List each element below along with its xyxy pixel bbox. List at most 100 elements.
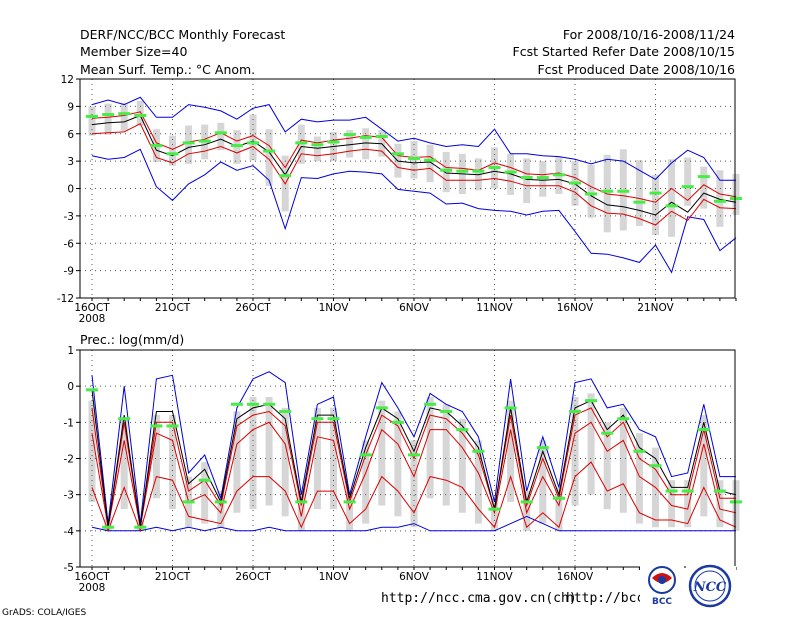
spread-box [88,400,96,502]
x-tick-label: 26OCT [235,302,271,314]
spread-box [426,397,434,499]
spread-box [668,159,676,237]
median-marker [166,424,179,428]
x-tick-label: 16OCT [74,302,110,314]
median-marker [536,176,549,180]
spread-box [185,125,193,164]
median-marker [633,200,646,204]
median-marker [488,166,501,170]
spread-box [233,411,241,513]
spread-box [474,440,482,524]
series-max-line [91,96,736,181]
median-marker [214,131,227,135]
series-min-line [91,148,737,274]
x-tick-label: 11NOV [476,571,513,583]
median-marker [649,191,662,195]
median-marker [198,478,211,482]
y-tick-label: 3 [67,156,74,168]
header-started-date: Fcst Started Refer Date 2008/10/15 [513,44,736,59]
spread-box [523,158,531,204]
url-bcc[interactable]: http://bcc. [566,591,652,606]
spread-box [265,129,273,186]
spread-box [555,487,563,531]
median-marker [697,175,710,179]
header-variable: Mean Surf. Temp.: °C Anom. [80,62,255,77]
y-tick-label: 6 [67,129,74,141]
header-member-size: Member Size=40 [80,44,187,59]
precip-label: Prec.: log(mm/d) [80,332,184,347]
series-mean-line [91,389,737,528]
median-marker [488,507,501,511]
median-marker [118,112,131,116]
spread-box [603,422,611,510]
spread-box [169,135,176,166]
spread-box [491,498,498,531]
median-marker [585,399,598,403]
spread-box [120,102,128,132]
url-ncc[interactable]: http://ncc.cma.gov.cn(ch) [381,591,577,606]
header-title: DERF/NCC/BCC Monthly Forecast [80,27,285,42]
ncc-logo-text: NCC [693,580,727,595]
median-marker [504,170,517,174]
spread-box [152,415,160,499]
spread-box [217,491,225,528]
y-tick-label: -3 [64,490,74,502]
x-tick-label: 6NOV [399,302,430,314]
median-marker [617,189,630,193]
median-marker [713,199,726,203]
spread-box [120,418,128,510]
median-marker [214,500,227,504]
median-marker [295,500,308,504]
median-marker [86,114,98,118]
median-marker [408,453,420,457]
median-marker [472,449,485,453]
median-marker [520,500,533,504]
y-tick-label: 9 [67,101,74,113]
x-tick-label: 1NOV [319,571,350,583]
spread-box [346,491,354,531]
median-marker [665,489,678,493]
series-mean-line [91,114,737,216]
spread-box [265,397,273,506]
median-marker [230,144,243,148]
median-marker [263,149,276,153]
median-marker [230,402,243,406]
median-marker [391,420,404,424]
median-marker [182,500,195,504]
median-marker [198,139,211,143]
spread-box [249,114,257,161]
x-tick-label: 6NOV [399,571,430,583]
median-marker [456,169,469,173]
spread-box [716,480,724,528]
x-tick-label: 26OCT [235,571,271,583]
median-marker [343,133,356,137]
median-marker [182,141,195,145]
series-upper-line [91,407,736,528]
x-tick-label: 1NOV [319,302,350,314]
x-tick-label: 21OCT [155,302,191,314]
median-marker [102,525,115,529]
y-tick-label: -12 [57,293,74,305]
series-min-line [91,515,736,532]
median-marker [279,174,292,178]
median-marker [633,449,646,453]
x-year-label: 2008 [79,582,106,594]
median-marker [681,489,694,493]
spread-box [346,130,354,158]
median-marker [569,181,581,185]
spread-box [587,393,595,495]
median-marker [150,424,163,428]
median-marker [247,141,259,145]
median-marker [552,173,565,177]
spread-box [700,166,708,209]
y-tick-label: -4 [64,526,75,538]
spread-box [684,480,692,528]
median-marker [617,417,630,421]
median-marker [166,152,179,156]
spread-box [700,415,708,517]
median-marker [649,464,662,468]
spread-box [362,128,370,160]
spread-box [330,407,337,510]
median-marker [375,406,388,410]
spread-box [426,144,434,183]
